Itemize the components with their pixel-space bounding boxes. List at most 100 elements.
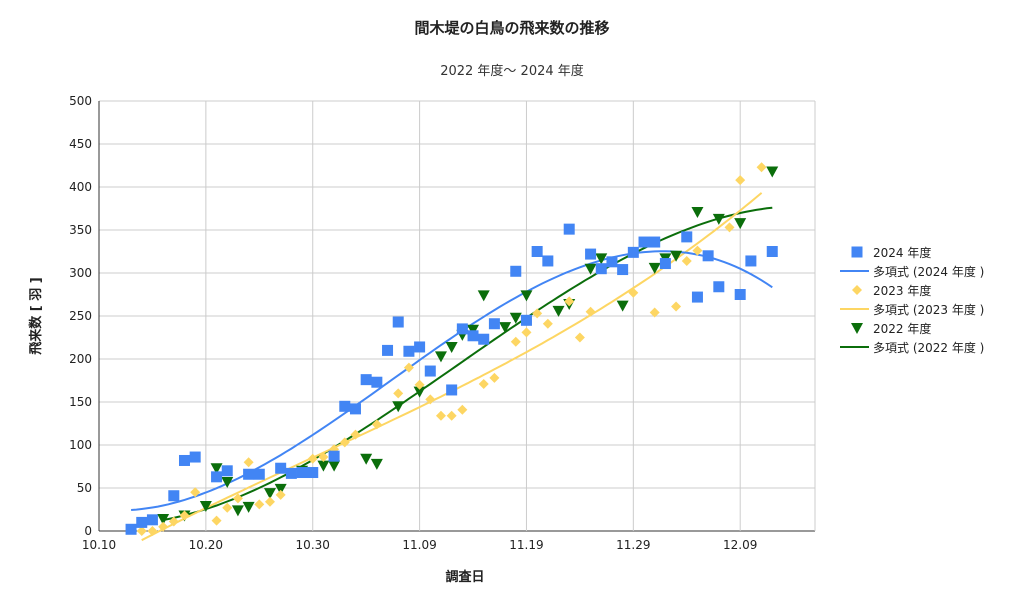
data-point	[552, 305, 565, 317]
data-point	[424, 365, 436, 377]
y-tick-label: 0	[84, 524, 92, 538]
data-point	[318, 452, 329, 463]
data-point	[681, 255, 692, 266]
data-point	[649, 236, 661, 248]
data-point	[648, 262, 661, 274]
data-point	[585, 248, 597, 260]
data-point	[414, 341, 426, 353]
data-point	[489, 372, 500, 383]
data-point	[221, 476, 234, 488]
data-point	[563, 223, 575, 235]
data-point	[425, 394, 436, 405]
data-point	[456, 323, 468, 335]
y-tick-label: 350	[69, 223, 92, 237]
data-point	[275, 462, 287, 474]
data-point	[510, 336, 521, 347]
data-point	[307, 453, 318, 464]
chart-subtitle: 2022 年度～ 2024 年度	[440, 63, 584, 79]
data-point	[520, 290, 533, 302]
data-point	[350, 429, 361, 440]
data-point	[756, 162, 767, 173]
data-point	[232, 493, 243, 504]
y-tick-label: 100	[69, 438, 92, 452]
data-point	[691, 206, 704, 218]
data-point	[136, 526, 147, 536]
data-point	[542, 318, 553, 329]
data-point	[659, 258, 671, 270]
data-point	[179, 510, 190, 521]
data-point	[467, 330, 479, 342]
data-point	[370, 458, 383, 470]
chart-title: 間木堤の白鳥の飛来数の推移	[414, 19, 609, 37]
data-point	[307, 467, 319, 479]
x-tick-label: 11.29	[616, 538, 650, 552]
data-point	[509, 312, 522, 324]
data-point	[210, 463, 223, 475]
y-tick-label: 150	[69, 395, 92, 409]
trendline-2	[162, 206, 773, 521]
trendline-0	[131, 250, 773, 511]
data-point	[264, 496, 275, 507]
legend-label: 2022 年度	[873, 321, 931, 336]
x-tick-label: 11.09	[402, 538, 436, 552]
data-point	[713, 281, 725, 293]
data-point	[254, 499, 265, 510]
data-point	[585, 306, 596, 317]
legend-label: 2023 年度	[873, 283, 931, 298]
data-point	[499, 322, 512, 334]
data-point	[392, 401, 405, 413]
x-tick-label: 12.09	[723, 538, 757, 552]
data-point	[339, 400, 351, 412]
data-point	[168, 516, 179, 527]
data-point	[274, 483, 287, 495]
y-tick-label: 50	[77, 481, 92, 495]
data-point	[275, 489, 286, 500]
data-point	[317, 460, 330, 472]
data-point	[627, 246, 639, 258]
data-point	[691, 291, 703, 303]
x-tick-label: 11.19	[509, 538, 543, 552]
data-point	[638, 236, 650, 248]
data-point	[414, 379, 425, 390]
data-point	[371, 419, 382, 430]
data-point	[263, 488, 276, 500]
y-tick-label: 250	[69, 309, 92, 323]
data-point	[735, 175, 746, 186]
data-point	[595, 263, 607, 275]
data-point	[521, 327, 532, 338]
data-point	[734, 289, 746, 300]
data-point	[692, 245, 703, 256]
data-point	[199, 501, 212, 513]
legend-marker-triangle-down	[851, 323, 863, 334]
legend-marker-diamond	[852, 285, 862, 295]
data-point	[253, 468, 265, 480]
data-point	[360, 374, 372, 386]
data-point	[242, 501, 255, 513]
data-point	[542, 255, 554, 267]
data-point	[478, 378, 489, 389]
data-point	[478, 333, 490, 345]
data-point	[724, 222, 735, 233]
data-point	[574, 332, 585, 343]
data-point	[734, 218, 747, 230]
y-tick-label: 300	[69, 266, 92, 280]
data-point	[158, 521, 169, 532]
data-point	[681, 231, 693, 243]
data-point	[446, 384, 458, 396]
data-point	[434, 351, 447, 363]
data-point	[403, 362, 414, 373]
data-point	[296, 467, 308, 479]
data-point	[446, 410, 457, 421]
data-point	[413, 386, 426, 398]
data-point	[147, 526, 158, 536]
data-point	[328, 450, 340, 462]
data-point	[617, 264, 629, 276]
data-point	[564, 296, 575, 307]
data-point	[403, 345, 415, 357]
data-point	[211, 471, 223, 483]
data-point	[532, 308, 543, 319]
data-point	[222, 502, 233, 513]
data-point	[328, 460, 341, 472]
data-point	[392, 316, 404, 328]
data-point	[606, 256, 618, 268]
